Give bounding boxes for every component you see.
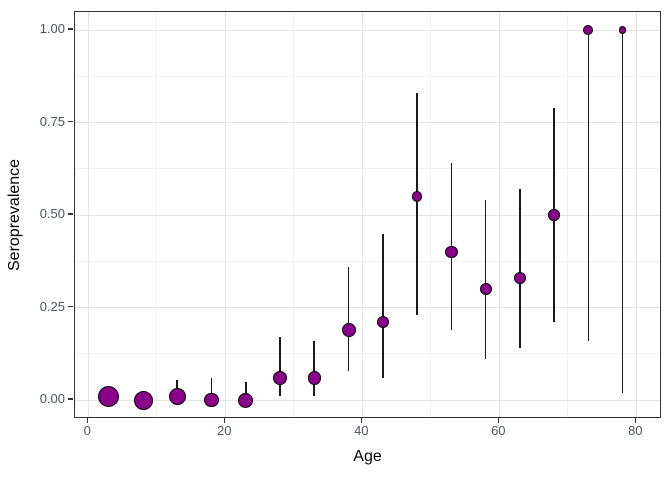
x-tick-label: 60	[491, 423, 506, 438]
gridline-minor	[430, 12, 432, 417]
x-tick-mark	[497, 418, 499, 423]
y-tick-label: 0.00	[39, 391, 65, 407]
gridline-minor	[75, 168, 660, 170]
gridline-major	[75, 214, 660, 216]
gridline-minor	[156, 12, 158, 417]
gridline-minor	[293, 12, 295, 417]
gridline-major	[75, 29, 660, 31]
gridline-major	[361, 12, 363, 417]
data-point	[307, 371, 322, 385]
error-bar	[621, 30, 624, 393]
error-bar	[416, 93, 418, 316]
error-bar	[244, 381, 247, 401]
data-point	[548, 209, 560, 221]
data-point	[618, 26, 627, 34]
error-bar	[210, 377, 213, 401]
error-bar	[519, 189, 521, 349]
data-point	[204, 392, 219, 408]
gridline-major	[87, 12, 89, 417]
data-point	[583, 25, 594, 36]
x-tick-label: 80	[628, 423, 643, 438]
data-point	[272, 370, 288, 386]
gridline-major	[224, 12, 226, 417]
gridline-major	[498, 12, 500, 417]
y-tick-label: 1.00	[39, 21, 65, 37]
data-point	[479, 283, 492, 296]
y-tick-label: 0.50	[39, 206, 65, 222]
data-point	[238, 392, 254, 408]
gridline-major	[75, 307, 660, 309]
y-tick-mark	[68, 120, 73, 123]
error-bar	[347, 266, 350, 371]
gridline-minor	[75, 353, 660, 355]
gridline-minor	[75, 260, 660, 262]
gridline-major	[635, 12, 637, 417]
x-tick-mark	[360, 418, 362, 423]
gridline-minor	[567, 12, 569, 417]
y-tick-mark	[68, 398, 73, 400]
y-tick-mark	[68, 28, 73, 30]
error-bar	[484, 200, 487, 360]
x-axis-title: Age	[353, 448, 382, 465]
x-tick-mark	[634, 418, 636, 423]
x-tick-label: 0	[83, 423, 91, 438]
x-tick-mark	[223, 418, 225, 423]
data-point	[445, 245, 458, 259]
y-tick-label: 0.75	[39, 113, 65, 129]
x-tick-mark	[86, 418, 88, 423]
gridline-major	[75, 399, 660, 401]
data-point	[168, 387, 186, 405]
x-tick-label: 40	[354, 423, 369, 438]
gridline-minor	[75, 75, 660, 77]
data-point	[133, 390, 153, 410]
data-point	[411, 191, 423, 202]
error-bar	[587, 30, 590, 341]
error-bar	[279, 337, 281, 397]
data-point	[513, 272, 526, 285]
data-point	[341, 322, 356, 337]
error-bar	[313, 340, 316, 397]
y-tick-mark	[68, 213, 73, 215]
data-point	[376, 316, 389, 329]
x-tick-label: 20	[217, 423, 232, 438]
y-tick-label: 0.25	[39, 298, 65, 314]
data-point	[98, 385, 120, 407]
plot-panel	[74, 11, 661, 418]
y-tick-mark	[68, 305, 73, 308]
gridline-major	[75, 122, 660, 124]
error-bar	[382, 233, 384, 378]
